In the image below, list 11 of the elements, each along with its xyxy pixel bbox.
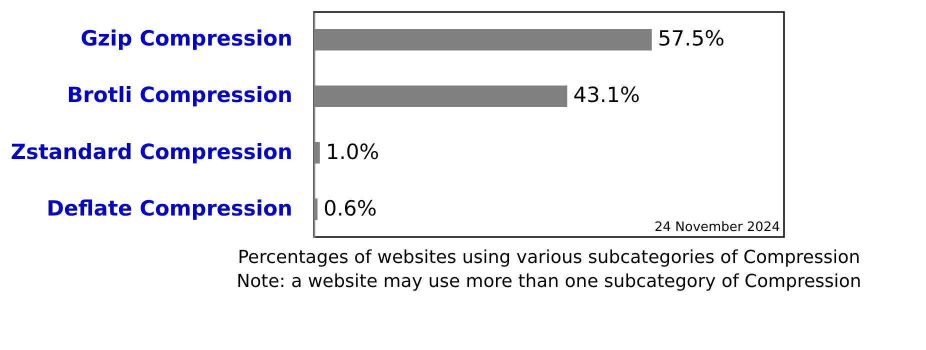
text: Percentages of websites using various subcategories of Compression <box>238 247 860 268</box>
data-label: 1.0% <box>326 140 380 164</box>
y-tick-label: Gzip Compression <box>80 26 292 51</box>
y-tick-label: Deflate Compression <box>46 196 292 220</box>
data-label: 57.5% <box>658 26 725 51</box>
data-label: 0.6% <box>324 196 377 220</box>
y-tick-label: Brotli Compression <box>67 83 292 108</box>
data-label: 43.1% <box>573 83 640 108</box>
annotation: 24 November 2024 <box>654 220 780 235</box>
y-tick-label: Zstandard Compression <box>10 140 292 164</box>
text: Note: a website may use more than one subcategory of Compression <box>236 271 862 292</box>
